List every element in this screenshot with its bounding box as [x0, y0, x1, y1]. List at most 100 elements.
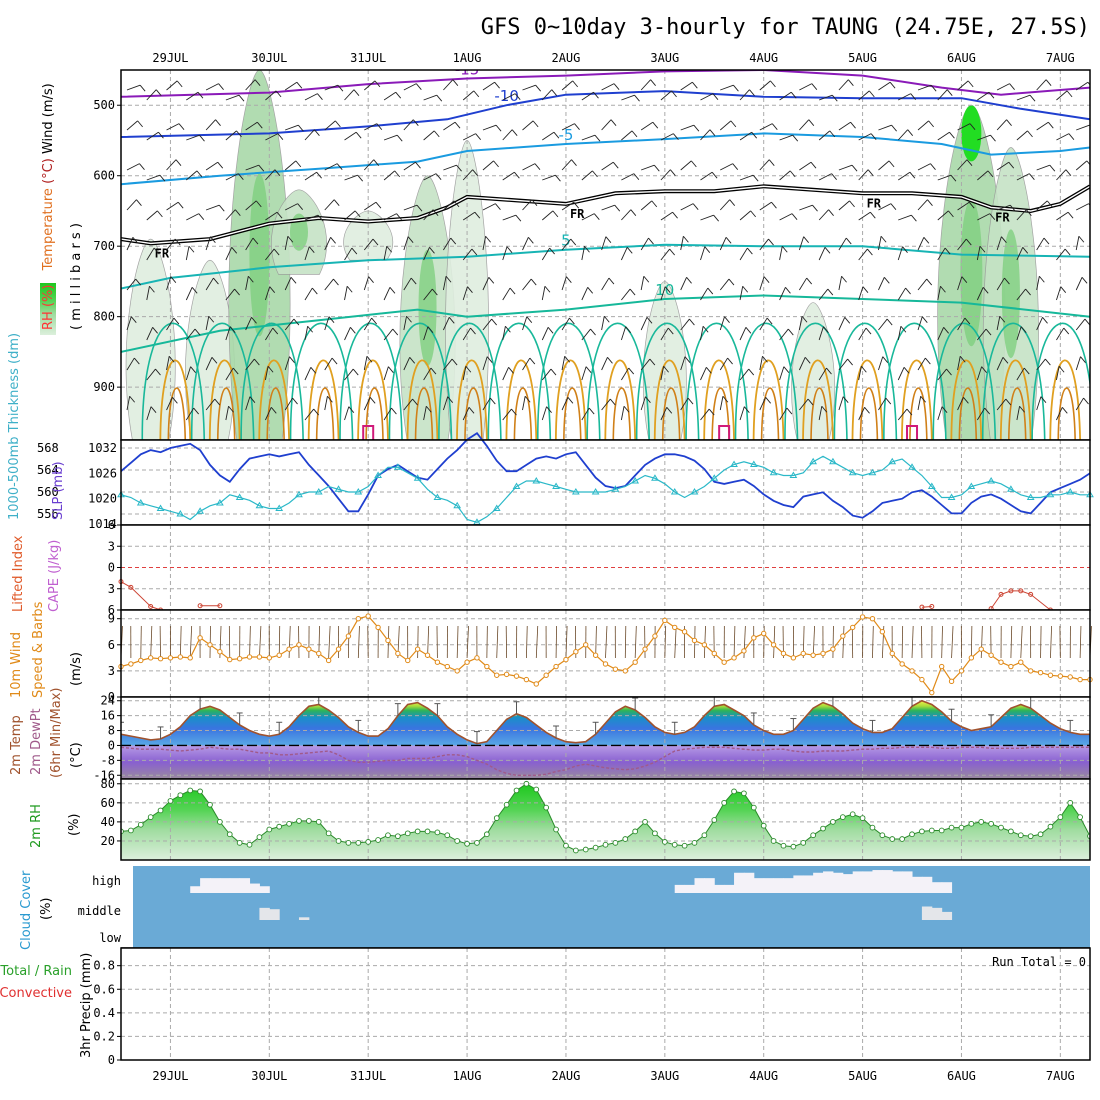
ylabel-rh-unit: (%): [67, 814, 82, 837]
wind-barb-flag: [585, 366, 592, 373]
wind-barb-flag: [704, 246, 711, 253]
wind-barb: [838, 276, 843, 291]
x-tick-label-top: 6AUG: [947, 51, 976, 65]
warm-contour: [999, 359, 1032, 440]
wind-speed-point: [869, 616, 876, 622]
wind-barb: [1056, 366, 1060, 381]
ylabel-total-rain: Total / Rain: [0, 964, 72, 979]
rh-fill: [121, 783, 1090, 860]
wind-barb: [363, 276, 370, 291]
wind-barb-flag: [821, 405, 828, 413]
wind-barb-flag: [864, 406, 870, 414]
thickness-marker: [295, 490, 303, 498]
wind-barb-flag: [612, 161, 619, 169]
wind-barb: [186, 213, 200, 221]
wind-barb-flag: [1004, 277, 1010, 285]
ylabel-wind-unit: (m/s): [69, 652, 84, 686]
wind-barb-flag: [432, 209, 439, 216]
wind-barb-flag: [968, 201, 975, 209]
y-tick-label: 80: [101, 777, 115, 791]
wind-speed-point: [128, 661, 134, 667]
wind-barb: [660, 286, 666, 301]
wind-barb-flag: [671, 90, 677, 98]
warm-contour: [703, 359, 735, 440]
wind-barb-flag: [505, 325, 511, 333]
wind-barb: [700, 367, 707, 381]
wind-barb: [937, 174, 952, 181]
wind-barb: [146, 327, 154, 341]
wind-barb-flag: [217, 161, 224, 169]
cloud-cell: [842, 874, 854, 893]
cloud-cell: [882, 870, 893, 893]
dewpoint-line: [121, 746, 1090, 776]
wind-barb-flag: [862, 286, 869, 293]
wind-barb: [759, 317, 768, 331]
wind-barb: [818, 406, 823, 421]
wind-barb-flag: [981, 366, 987, 373]
wind-speed-point: [256, 654, 263, 660]
rh-point: [800, 839, 807, 846]
wind-barb: [522, 120, 534, 131]
wind-barb: [1016, 130, 1028, 141]
surface-wind-barb: [348, 625, 350, 659]
wind-barb-flag: [238, 94, 245, 102]
cloud-cell: [832, 872, 844, 893]
wind-barb-flag: [790, 91, 797, 99]
wind-barb-flag: [136, 199, 142, 206]
wind-barb-flag: [990, 134, 996, 142]
warm-contour-inner: [760, 387, 780, 440]
surface-wind-barb: [634, 625, 637, 659]
wind-barb-flag: [331, 357, 338, 365]
wind-barb: [225, 209, 236, 221]
wind-speed-point: [1057, 673, 1064, 679]
wind-speed-point: [167, 655, 174, 661]
thickness-marker: [176, 510, 185, 517]
wind-barb: [146, 89, 157, 101]
wind-barb: [996, 204, 1011, 211]
wind-barb: [779, 170, 791, 181]
wind-speed-point: [721, 659, 727, 665]
wind-barb-flag: [587, 286, 594, 294]
wind-barb: [482, 236, 487, 251]
wind-barb: [838, 317, 846, 331]
rh-point: [157, 807, 164, 814]
wind-barb-flag: [609, 398, 616, 406]
wind-barb: [640, 200, 653, 211]
wind-barb: [818, 173, 832, 181]
wind-barb: [917, 357, 926, 371]
wind-barb-flag: [196, 170, 203, 178]
wind-barb: [423, 209, 434, 221]
surface-warm-contours: [141, 322, 1090, 440]
rh-point: [177, 792, 184, 799]
wind-barb-flag: [886, 318, 893, 326]
wind-barb: [878, 81, 891, 91]
wind-barb: [304, 367, 312, 381]
wind-barb-flag: [551, 89, 558, 96]
wind-barb-flag: [292, 397, 298, 405]
cloud-cell: [823, 871, 834, 893]
panel-precip: 0 0.2 0.4 0.6 0.8 Run Total = 0 Total / Rain…: [0, 947, 1091, 1067]
wind-barb: [759, 276, 765, 291]
wind-barb: [146, 368, 156, 381]
wind-barb-flag: [1064, 248, 1071, 256]
wind-barb: [601, 204, 615, 211]
wind-speed-point: [236, 656, 243, 662]
wind-barb-flag: [132, 236, 139, 244]
rh-point: [256, 834, 263, 840]
surface-wind-barb: [189, 625, 193, 659]
wind-barb-flag: [572, 80, 579, 88]
wind-barb: [205, 357, 213, 371]
wind-barb-flag: [188, 245, 195, 253]
wind-barb-flag: [905, 287, 911, 295]
surface-wind-barb: [486, 625, 488, 659]
wind-barb-flag: [948, 210, 954, 218]
wind-barb-flag: [173, 317, 180, 325]
wind-barb-flag: [170, 276, 177, 283]
wind-barb-flag: [1087, 81, 1090, 86]
wind-barb-flag: [811, 83, 818, 90]
rh-point: [335, 838, 342, 844]
wind-barb-flag: [850, 121, 856, 129]
wind-barb: [166, 123, 180, 131]
wind-barb-flag: [722, 395, 729, 403]
wind-barb-flag: [137, 120, 143, 128]
